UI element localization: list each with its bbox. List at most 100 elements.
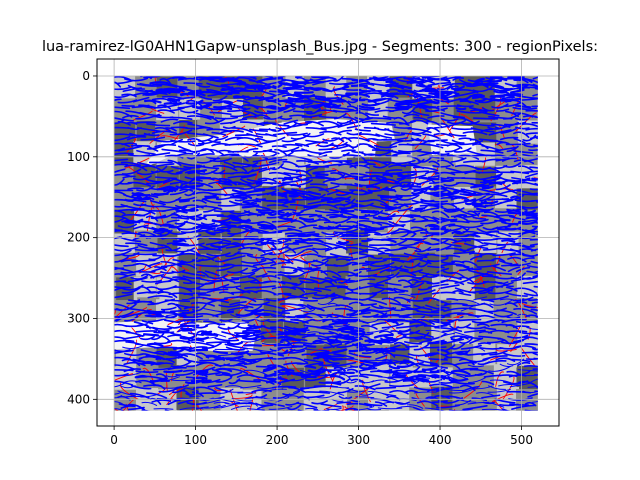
flow-line: [355, 213, 371, 219]
flow-line: [313, 259, 329, 266]
flow-line: [204, 194, 217, 198]
flow-line: [298, 234, 312, 238]
flow-line: [402, 378, 416, 383]
flow-line: [213, 228, 231, 233]
flow-line: [149, 81, 169, 85]
flow-line: [174, 208, 188, 214]
flow-line: [215, 386, 229, 392]
flow-line: [332, 361, 357, 367]
flow-line: [487, 271, 513, 275]
flow-line: [162, 177, 176, 184]
segment-boundary: [406, 296, 414, 303]
flow-line: [528, 149, 538, 152]
flow-line: [256, 318, 270, 322]
flow-line: [344, 109, 361, 113]
flow-line: [240, 336, 266, 343]
flow-line: [120, 161, 141, 167]
flow-line: [524, 401, 537, 407]
flow-line: [157, 109, 175, 114]
flow-line: [195, 406, 209, 410]
flow-line: [448, 195, 468, 200]
flow-line: [319, 390, 345, 396]
flow-line: [404, 237, 423, 241]
flow-line: [206, 341, 231, 344]
flow-line: [451, 230, 463, 235]
flow-line: [215, 367, 233, 373]
flow-line: [348, 352, 372, 358]
flow-line: [486, 339, 506, 344]
flow-line: [264, 79, 287, 86]
flow-line: [262, 303, 286, 310]
y-tick-label: 300: [67, 311, 90, 325]
flow-line: [481, 185, 494, 190]
flow-line: [428, 314, 451, 317]
flow-line: [232, 364, 248, 369]
flow-line: [167, 302, 182, 311]
flow-line: [228, 320, 250, 324]
flow-line: [428, 160, 441, 166]
flow-line: [293, 387, 310, 394]
flow-line: [468, 289, 489, 294]
flow-line: [343, 246, 369, 253]
flow-line: [386, 121, 410, 126]
flow-line: [509, 262, 531, 267]
flow-line: [424, 407, 445, 411]
flow-line: [525, 109, 538, 112]
flow-line: [203, 404, 221, 409]
flow-line: [305, 407, 319, 410]
flow-line: [472, 346, 486, 352]
flow-line: [443, 302, 468, 306]
flow-line: [165, 247, 181, 252]
flow-line: [114, 93, 131, 99]
segment-boundary: [173, 124, 185, 142]
flow-line: [114, 152, 134, 156]
segment-boundary: [514, 299, 527, 320]
flow-line: [448, 408, 474, 411]
flow-line: [269, 347, 283, 352]
flow-line: [361, 343, 372, 349]
flow-line: [175, 372, 194, 376]
flow-line: [114, 158, 129, 162]
flow-line: [440, 140, 461, 145]
flow-line: [179, 407, 204, 411]
flow-line: [453, 361, 477, 366]
flow-line: [371, 304, 384, 309]
flow-line: [211, 169, 226, 175]
flow-line: [192, 149, 207, 153]
flow-line: [425, 107, 448, 112]
flow-line: [384, 377, 407, 383]
flow-line: [483, 326, 497, 331]
flow-line: [211, 219, 232, 224]
segment-cell: [348, 254, 371, 278]
flow-line: [337, 387, 354, 394]
flow-line: [298, 216, 315, 221]
flow-line: [371, 221, 395, 227]
segment-boundary: [119, 382, 139, 400]
flow-line: [147, 290, 164, 294]
flow-line: [487, 385, 507, 390]
flow-line: [258, 128, 277, 131]
flow-line: [422, 274, 438, 278]
flow-line: [458, 267, 474, 272]
flow-line: [385, 80, 397, 84]
flow-line: [169, 309, 190, 313]
flow-line: [453, 147, 472, 153]
segment-boundary: [274, 239, 285, 266]
flow-line: [241, 168, 254, 174]
flow-line: [517, 361, 531, 367]
flow-line: [218, 177, 232, 182]
flow-line: [398, 218, 416, 223]
flow-line: [305, 391, 331, 394]
flow-line: [510, 195, 523, 201]
flow-line: [524, 209, 536, 214]
flow-line: [117, 145, 143, 152]
flow-line: [140, 335, 155, 341]
flow-line: [121, 168, 142, 175]
flow-line: [305, 166, 319, 173]
flow-line: [380, 238, 397, 244]
flow-line: [114, 215, 131, 222]
segment-boundary: [414, 134, 427, 150]
flow-line: [314, 210, 339, 214]
flow-line: [323, 104, 342, 109]
flow-line: [513, 307, 538, 315]
